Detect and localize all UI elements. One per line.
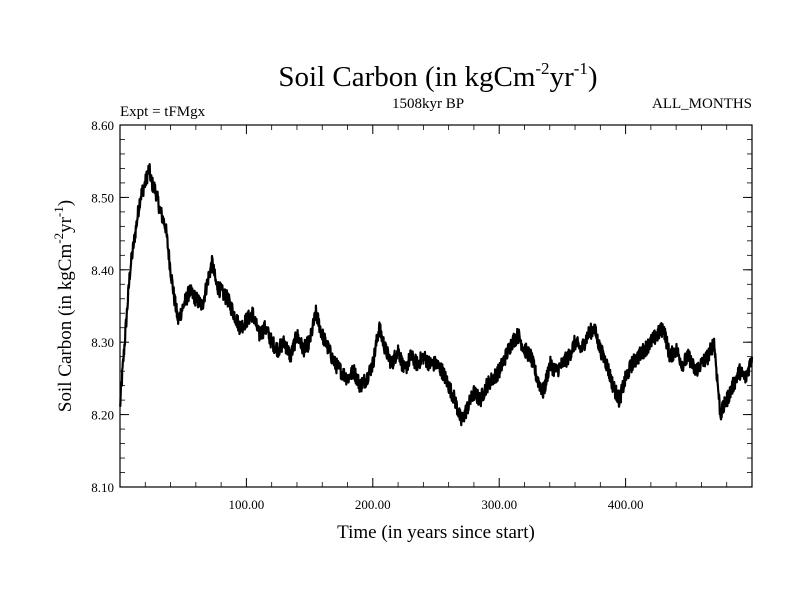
chart-title-main: Soil Carbon (in kgCm (278, 61, 535, 93)
y-tick-label: 8.20 (91, 408, 114, 423)
x-tick-label: 300.00 (481, 497, 517, 512)
y-axis-label-main: Soil Carbon (in kgCm (55, 244, 76, 413)
chart-title-mid: yr (550, 61, 575, 93)
y-axis-label-sup2: -1 (51, 206, 66, 217)
series-line (118, 163, 754, 427)
chart-title-sup1: -2 (535, 59, 549, 78)
y-axis-label: Soil Carbon (in kgCm-2yr-1) (51, 200, 76, 412)
x-axis: 100.00 200.00 300.00 400.00 (144, 125, 728, 512)
y-axis-label-mid: yr (55, 216, 76, 233)
subtitle-center: 1508kyr BP (392, 96, 464, 112)
subtitle-right: ALL_MONTHS (652, 96, 752, 112)
x-tick-label: 100.00 (229, 497, 265, 512)
chart-title-sup2: -1 (574, 59, 588, 78)
plot-frame (119, 124, 753, 488)
y-tick-label: 8.60 (91, 118, 114, 133)
y-axis-label-sup1: -2 (51, 233, 66, 244)
y-tick-label: 8.40 (91, 263, 114, 278)
y-axis: 8.10 8.20 8.30 8.40 8.50 8.60 (91, 118, 752, 495)
y-tick-label: 8.30 (91, 335, 114, 350)
subtitle-left: Expt = tFMgx (120, 104, 206, 120)
x-tick-label: 200.00 (355, 497, 391, 512)
y-axis-label-end: ) (55, 200, 76, 206)
x-axis-label: Time (in years since start) (337, 522, 535, 543)
chart-title: Soil Carbon (in kgCm-2yr-1) (278, 59, 597, 93)
x-tick-label: 400.00 (608, 497, 644, 512)
chart-title-end: ) (588, 61, 598, 93)
y-tick-label: 8.50 (91, 190, 114, 205)
y-tick-label: 8.10 (91, 480, 114, 495)
